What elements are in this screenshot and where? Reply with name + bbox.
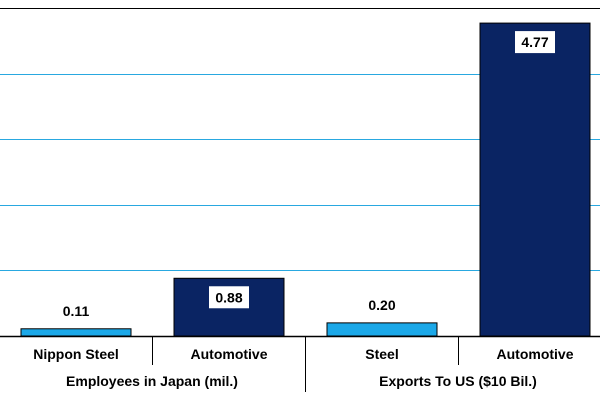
- bar: [479, 22, 591, 337]
- data-label-box: [515, 31, 555, 54]
- data-label: 0.88: [215, 289, 242, 305]
- x-tick-label: Nippon Steel: [33, 346, 119, 362]
- data-label-box: [209, 286, 249, 309]
- x-group-label: Employees in Japan (mil.): [66, 373, 238, 389]
- x-group-label: Exports To US ($10 Bil.): [379, 373, 537, 389]
- x-tick-label: Automotive: [191, 346, 268, 362]
- data-label: 0.11: [63, 303, 90, 319]
- x-tick-label: Automotive: [497, 346, 574, 362]
- data-label: 0.20: [368, 297, 395, 313]
- x-tick-label: Steel: [365, 346, 398, 362]
- bar: [326, 322, 438, 337]
- data-label: 4.77: [521, 34, 548, 50]
- bar: [20, 328, 132, 337]
